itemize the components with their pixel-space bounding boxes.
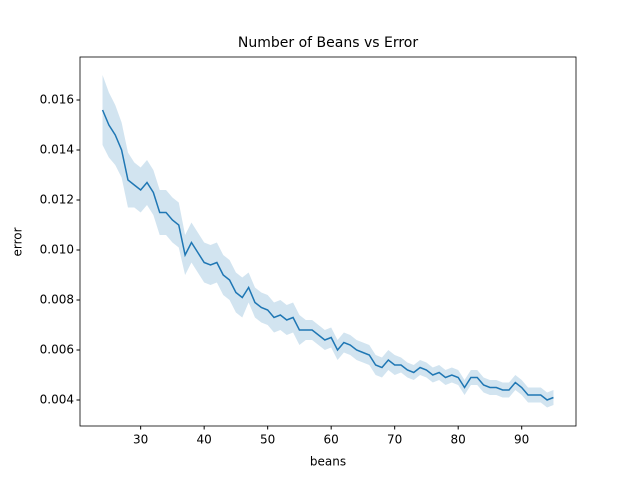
y-tick-label: 0.014 [40,143,74,157]
chart-title: Number of Beans vs Error [238,35,418,51]
y-tick-label: 0.010 [40,243,74,257]
plot-frame [79,56,577,427]
x-tick-label: 90 [514,433,529,447]
line [101,109,554,401]
x-tick-label: 80 [451,433,466,447]
x-tick-label: 50 [260,433,275,447]
y-tick-label: 0.006 [40,343,74,357]
y-tick-label: 0.016 [40,93,74,107]
x-tick-label: 60 [324,433,339,447]
y-tick-label: 0.004 [40,393,74,407]
y-tick-label: 0.012 [40,193,74,207]
x-axis-label: beans [310,455,346,469]
x-tick-label: 70 [387,433,402,447]
y-tick-label: 0.008 [40,293,74,307]
x-tick-label: 30 [133,433,148,447]
x-tick-label: 40 [197,433,212,447]
y-axis-label: error [11,227,25,256]
confidence-band [102,75,554,408]
